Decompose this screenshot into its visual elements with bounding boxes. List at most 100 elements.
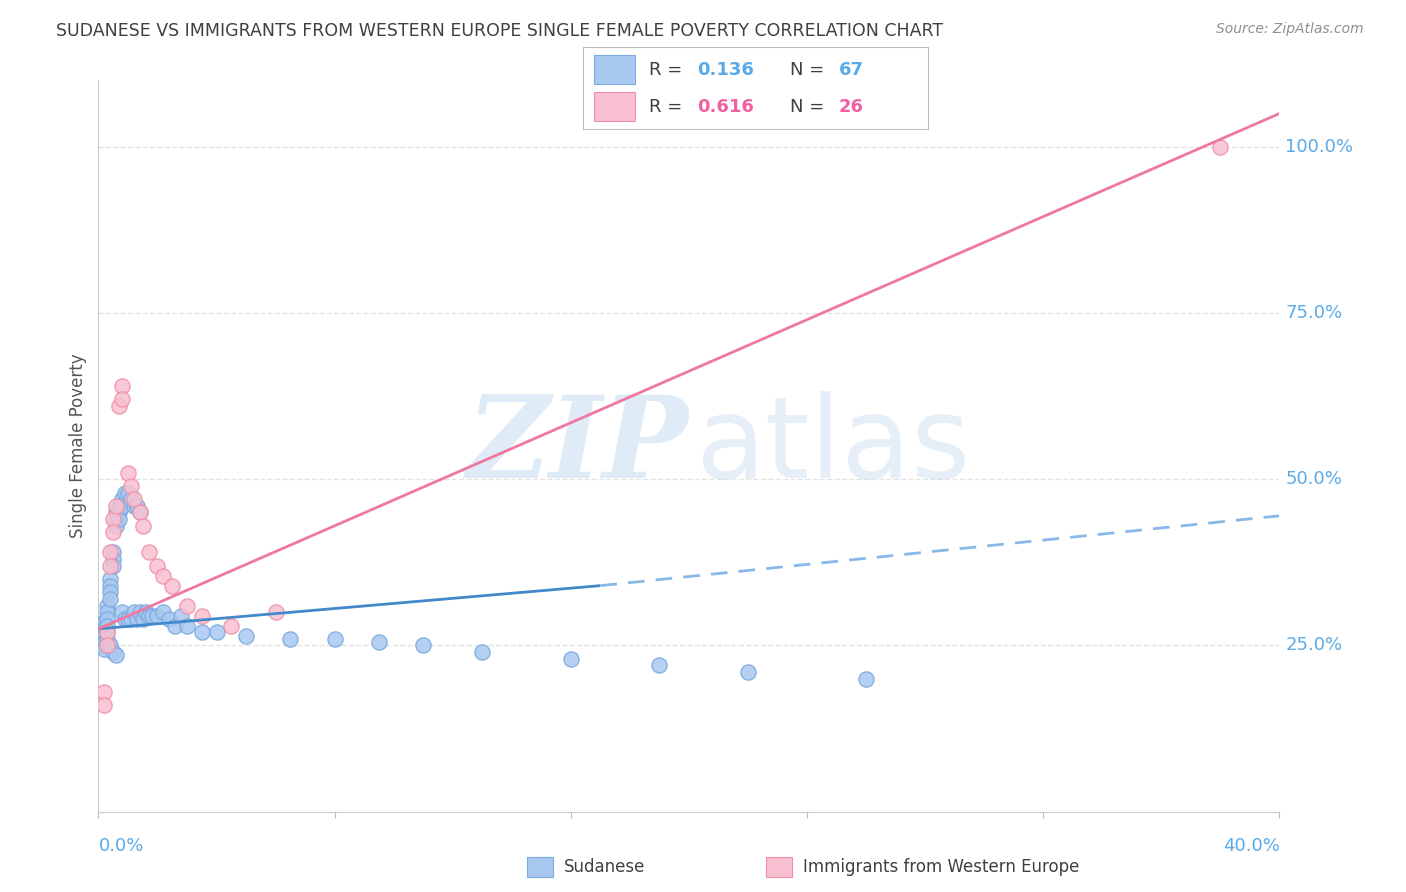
Point — [323, 632, 346, 646]
Point — [141, 608, 163, 623]
Text: 75.0%: 75.0% — [1285, 304, 1343, 322]
Point — [117, 612, 139, 626]
Point — [111, 379, 134, 393]
Text: ZIP: ZIP — [467, 391, 689, 501]
Text: N =: N = — [790, 98, 830, 116]
Text: SUDANESE VS IMMIGRANTS FROM WESTERN EUROPE SINGLE FEMALE POVERTY CORRELATION CHA: SUDANESE VS IMMIGRANTS FROM WESTERN EURO… — [56, 22, 943, 40]
Point — [98, 545, 121, 559]
Point — [122, 499, 145, 513]
Text: 0.0%: 0.0% — [98, 838, 143, 855]
Text: 26: 26 — [838, 98, 863, 116]
Text: Source: ZipAtlas.com: Source: ZipAtlas.com — [1216, 22, 1364, 37]
Point — [128, 506, 150, 520]
Point — [855, 672, 877, 686]
Point — [146, 558, 169, 573]
Point — [122, 492, 145, 507]
Point — [108, 399, 131, 413]
Point — [111, 605, 134, 619]
Point — [98, 558, 121, 573]
Bar — [527, 857, 553, 877]
Point — [90, 625, 112, 640]
Point — [96, 639, 118, 653]
Point — [96, 632, 118, 646]
Text: 100.0%: 100.0% — [1285, 137, 1354, 156]
Point — [98, 639, 121, 653]
Text: 40.0%: 40.0% — [1223, 838, 1279, 855]
Bar — [766, 857, 792, 877]
Point — [737, 665, 759, 679]
Point — [278, 632, 302, 646]
Point — [105, 518, 128, 533]
Point — [93, 622, 115, 636]
Point — [105, 512, 128, 526]
Point — [111, 392, 134, 407]
Point — [132, 612, 155, 626]
Text: R =: R = — [650, 98, 688, 116]
Point — [235, 628, 257, 642]
Point — [152, 605, 174, 619]
Point — [471, 645, 494, 659]
Point — [111, 499, 134, 513]
Point — [128, 605, 150, 619]
Point — [103, 512, 125, 526]
Point — [103, 545, 125, 559]
Point — [264, 605, 287, 619]
Point — [103, 558, 125, 573]
Point — [98, 591, 121, 606]
Text: 50.0%: 50.0% — [1285, 470, 1343, 488]
Point — [98, 572, 121, 586]
Point — [125, 499, 148, 513]
Point — [165, 618, 187, 632]
Point — [114, 612, 136, 626]
Point — [108, 512, 131, 526]
Point — [176, 618, 198, 632]
Point — [152, 568, 174, 582]
Point — [105, 506, 128, 520]
Point — [120, 479, 142, 493]
Point — [132, 518, 155, 533]
Point — [96, 618, 118, 632]
Point — [120, 492, 142, 507]
Point — [560, 652, 582, 666]
Point — [90, 639, 112, 653]
Point — [93, 635, 115, 649]
Point — [122, 605, 145, 619]
Point — [105, 499, 128, 513]
Text: Sudanese: Sudanese — [564, 858, 645, 876]
Point — [93, 615, 115, 630]
Text: 0.136: 0.136 — [697, 61, 754, 78]
Point — [103, 525, 125, 540]
Point — [191, 608, 214, 623]
Point — [138, 608, 160, 623]
Point — [162, 579, 183, 593]
Point — [103, 645, 125, 659]
Y-axis label: Single Female Poverty: Single Female Poverty — [69, 354, 87, 538]
Point — [103, 552, 125, 566]
Point — [108, 506, 131, 520]
Point — [170, 608, 193, 623]
Point — [90, 632, 112, 646]
Point — [135, 605, 157, 619]
Text: atlas: atlas — [695, 391, 970, 501]
Point — [219, 618, 242, 632]
FancyBboxPatch shape — [593, 55, 636, 84]
Point — [128, 506, 150, 520]
Text: N =: N = — [790, 61, 830, 78]
Point — [105, 648, 128, 663]
Point — [146, 608, 169, 623]
Point — [96, 612, 118, 626]
Point — [96, 605, 118, 619]
Point — [117, 485, 139, 500]
Text: R =: R = — [650, 61, 688, 78]
Point — [412, 639, 434, 653]
Point — [117, 466, 139, 480]
Point — [114, 485, 136, 500]
Text: 0.616: 0.616 — [697, 98, 754, 116]
Text: 67: 67 — [838, 61, 863, 78]
FancyBboxPatch shape — [593, 93, 636, 121]
Point — [125, 612, 148, 626]
Point — [120, 612, 142, 626]
Point — [96, 625, 118, 640]
Point — [98, 579, 121, 593]
Point — [176, 599, 198, 613]
